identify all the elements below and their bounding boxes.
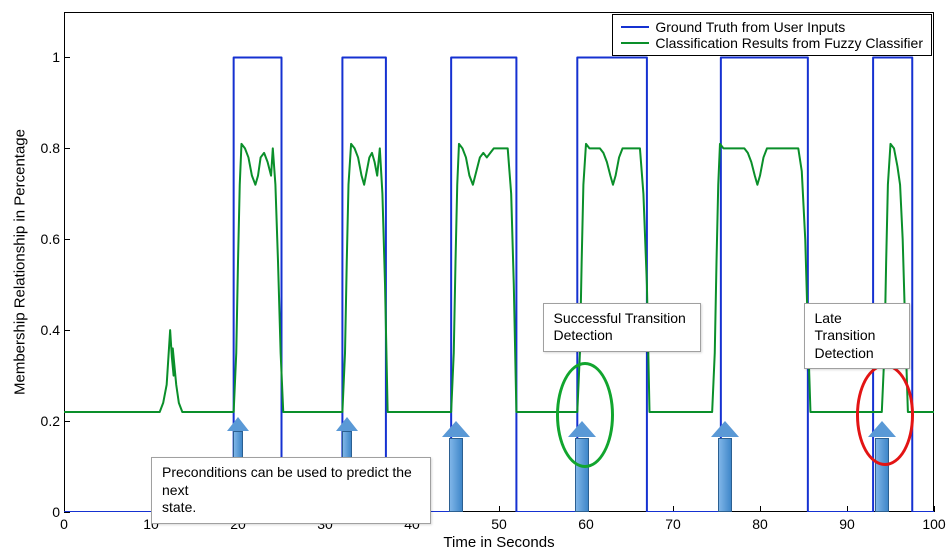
callout-text: state. xyxy=(162,499,420,517)
callout-precond: Preconditions can be used to predict the… xyxy=(151,457,431,524)
callout-success: Successful TransitionDetection xyxy=(543,303,702,352)
figure: Membership Relationship in Percentage Ti… xyxy=(0,0,951,558)
series-ground_truth xyxy=(64,57,934,512)
series-fuzzy_classifier xyxy=(64,144,934,412)
callout-text: Preconditions can be used to predict the… xyxy=(162,464,420,499)
chart-lines xyxy=(0,0,951,558)
callout-late: Late TransitionDetection xyxy=(804,303,910,370)
up-arrow-icon xyxy=(442,421,470,512)
callout-text: Late Transition xyxy=(815,310,899,345)
callout-text: Successful Transition xyxy=(554,310,691,328)
success-ellipse xyxy=(556,362,614,468)
callout-text: Detection xyxy=(815,345,899,363)
up-arrow-icon xyxy=(711,421,739,512)
late-ellipse xyxy=(856,364,914,465)
callout-text: Detection xyxy=(554,327,691,345)
